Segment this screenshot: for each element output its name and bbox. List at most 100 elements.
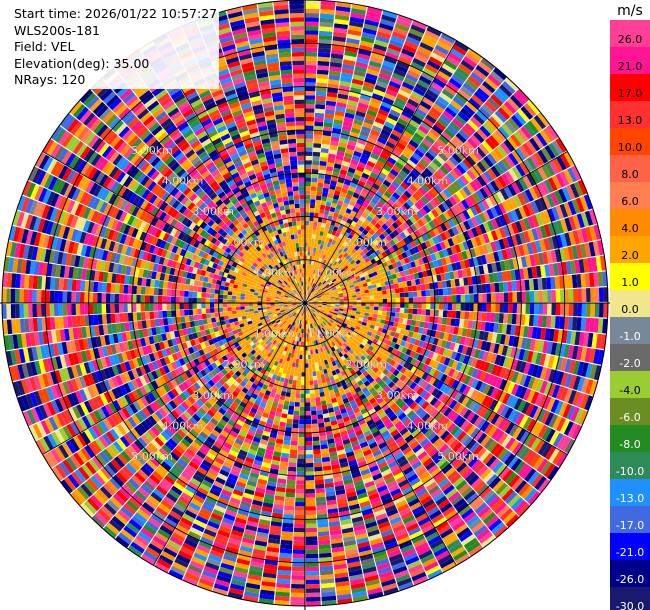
velocity-cell [296,282,299,288]
velocity-cell [253,346,260,352]
velocity-cell [323,350,328,356]
velocity-cell [286,290,291,294]
velocity-cell [298,168,305,174]
velocity-cell [315,310,319,314]
velocity-cell [330,276,336,282]
velocity-cell [333,250,338,256]
velocity-cell [343,298,349,301]
velocity-cell [316,405,322,411]
velocity-cell [312,322,316,328]
velocity-cell [315,401,322,407]
velocity-cell [317,252,321,258]
velocity-cell [309,260,312,265]
velocity-cell [326,272,331,278]
velocity-cell [468,285,474,294]
velocity-cell [256,282,262,286]
velocity-cell [257,298,262,301]
velocity-cell [287,299,293,301]
velocity-cell [266,299,271,302]
velocity-cell [296,309,300,314]
velocity-cell [313,340,317,346]
velocity-cell [283,236,288,242]
velocity-cell [260,318,266,323]
velocity-cell [254,275,260,280]
velocity-cell [438,288,444,296]
velocity-cell [361,299,366,303]
velocity-cell [315,326,319,331]
velocity-cell [302,281,304,286]
velocity-cell [305,181,311,187]
velocity-cell [315,483,325,489]
velocity-cell [342,313,347,317]
velocity-cell [286,121,296,127]
velocity-cell [288,147,297,153]
velocity-cell [347,279,353,284]
velocity-cell [373,295,379,300]
velocity-cell [282,313,287,318]
velocity-cell [136,312,142,321]
velocity-cell [264,256,270,262]
velocity-cell [290,234,295,240]
velocity-cell [391,298,396,303]
velocity-cell [248,305,254,309]
velocity-cell [334,295,340,299]
velocity-cell [421,303,427,309]
velocity-cell [184,315,190,322]
velocity-cell [310,402,316,407]
velocity-cell [317,348,322,354]
velocity-cell [262,258,268,264]
velocity-cell [287,414,294,420]
velocity-cell [252,280,258,285]
velocity-cell [486,303,492,313]
velocity-cell [289,339,293,345]
velocity-cell [306,315,308,321]
velocity-cell [336,264,342,270]
velocity-cell [290,257,294,262]
velocity-cell [290,164,298,170]
velocity-cell [284,378,289,384]
velocity-cell [356,346,363,352]
velocity-cell [313,312,318,316]
velocity-cell [306,295,309,300]
velocity-cell [434,296,440,303]
velocity-cell [303,307,305,312]
velocity-cell [464,311,470,320]
velocity-cell [402,318,408,325]
velocity-cell [298,181,305,187]
velocity-cell [292,344,296,350]
velocity-cell [247,281,253,286]
velocity-cell [301,285,303,291]
velocity-cell [227,303,232,308]
velocity-cell [265,319,271,323]
velocity-cell [274,277,280,282]
velocity-cell [318,343,323,349]
velocity-cell [322,321,327,326]
velocity-cell [340,333,346,338]
velocity-cell [315,292,320,296]
velocity-cell [274,330,279,336]
velocity-cell [290,286,295,291]
velocity-cell [231,303,236,307]
velocity-cell [298,428,305,433]
velocity-cell [268,330,273,335]
velocity-cell [313,301,318,303]
velocity-cell [279,323,284,328]
velocity-cell [285,351,289,357]
velocity-cell [330,324,336,329]
velocity-cell [278,242,284,248]
velocity-cell [287,301,293,303]
velocity-cell [365,299,370,303]
velocity-cell [321,249,325,255]
velocity-cell [348,354,355,360]
velocity-cell [452,295,457,303]
velocity-cell [303,311,305,316]
velocity-cell [270,262,275,268]
velocity-cell [240,326,246,332]
velocity-cell [291,340,295,345]
velocity-cell [314,270,318,275]
velocity-cell [345,267,351,273]
velocity-cell [273,278,278,283]
velocity-cell [441,317,448,325]
velocity-cell [209,303,215,308]
velocity-cell [305,437,313,442]
